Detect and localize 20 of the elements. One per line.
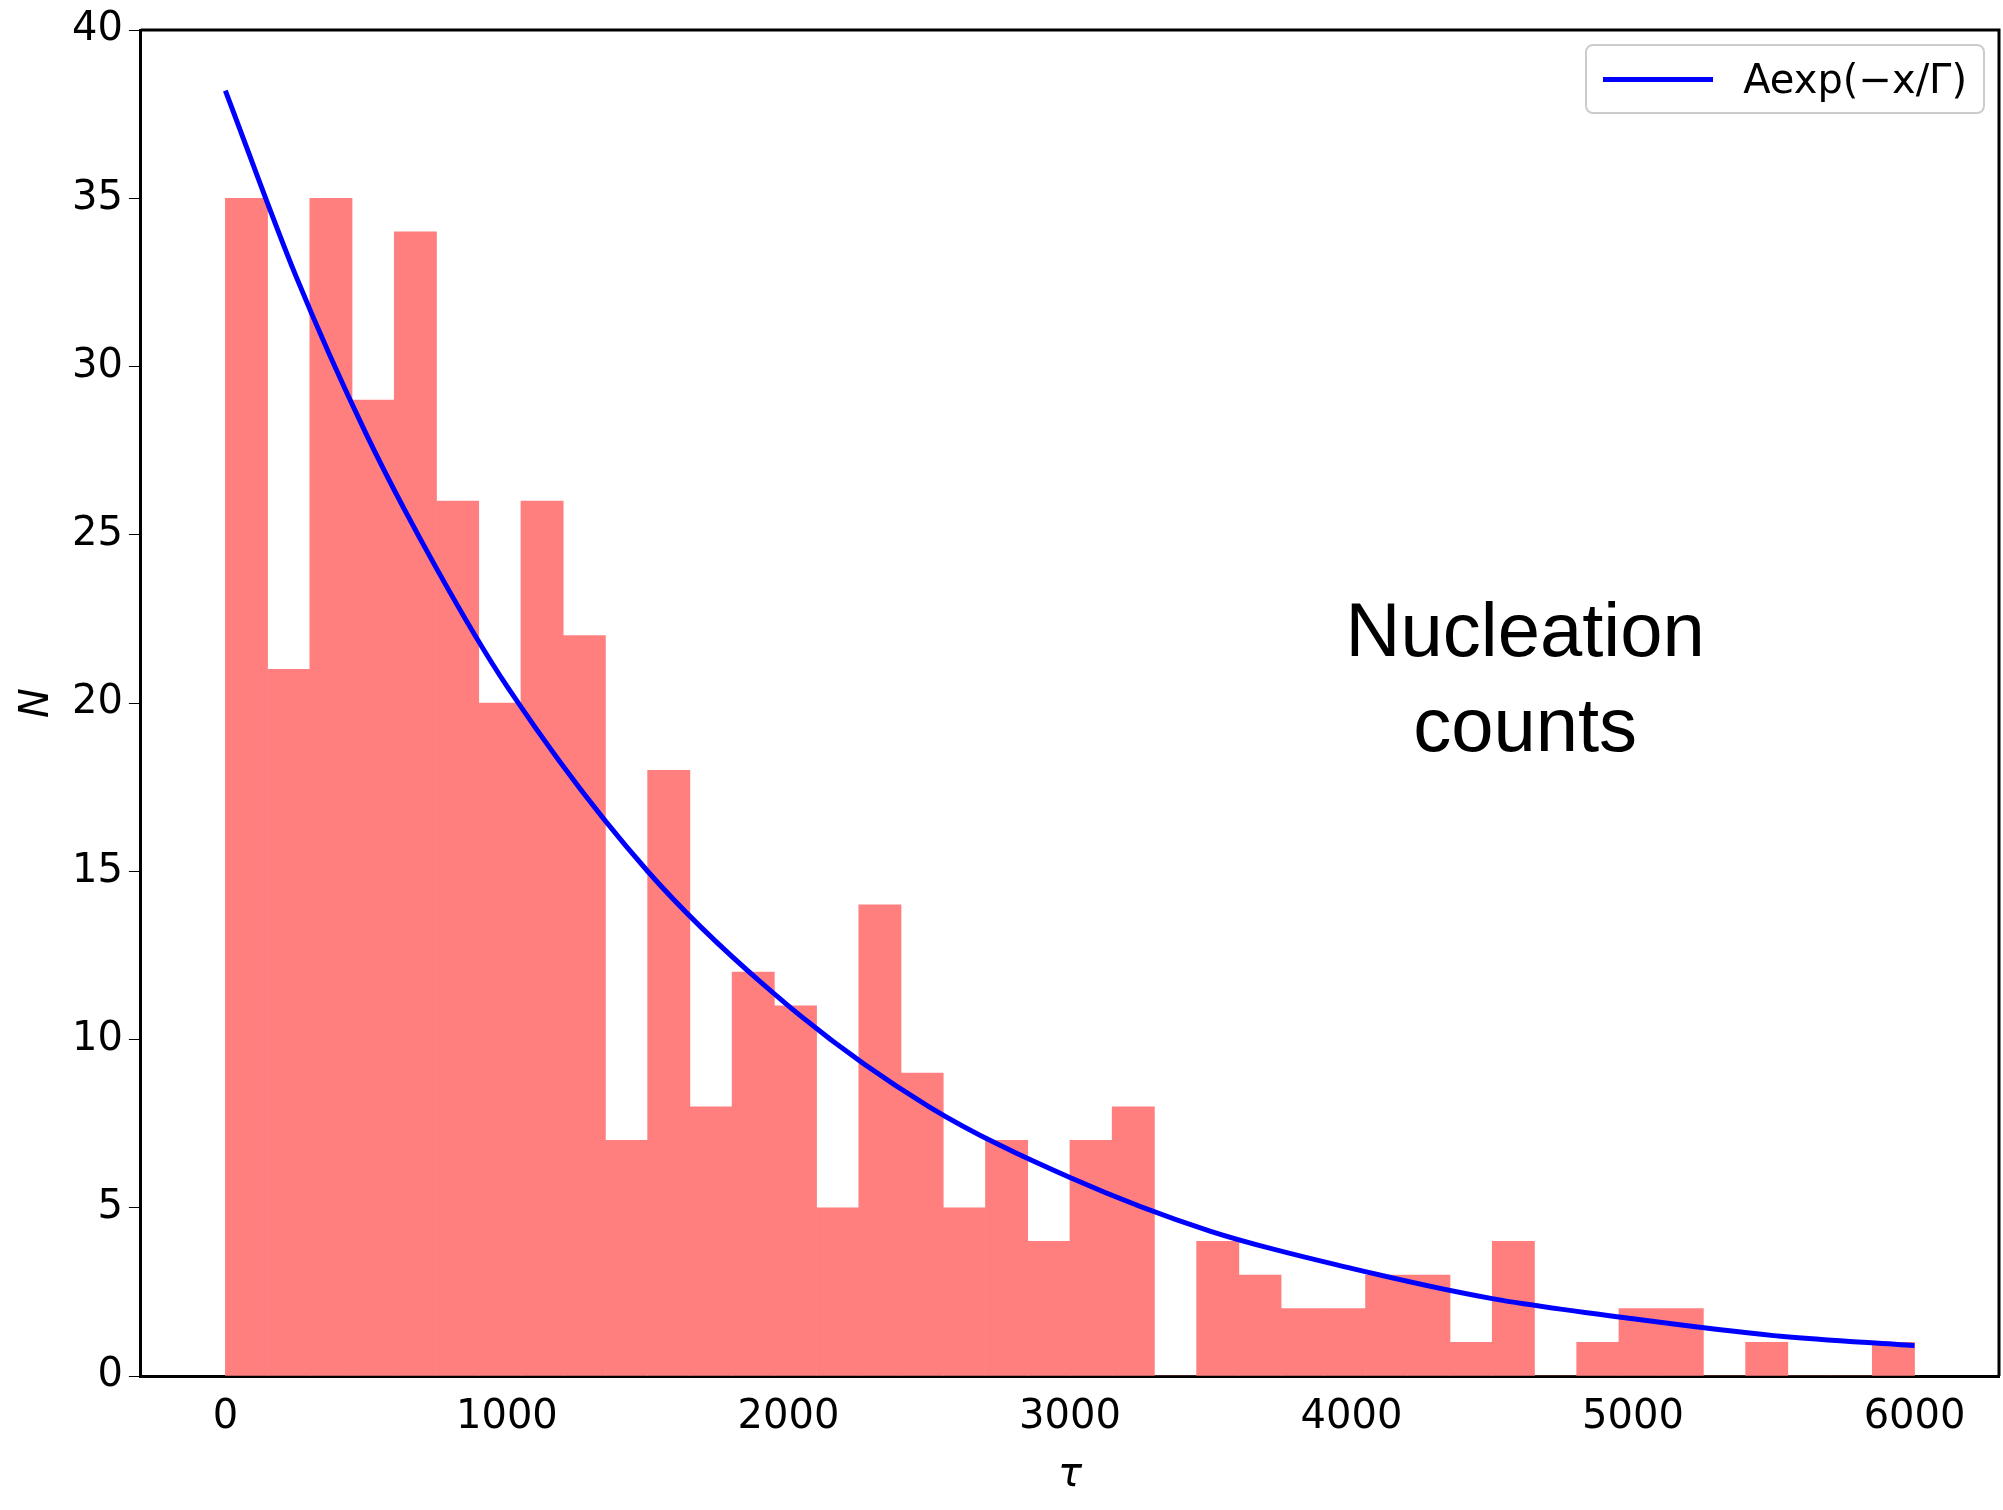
y-tick-label: 25 — [71, 508, 123, 555]
x-tick-label: 0 — [212, 1391, 239, 1438]
y-tick-label: 40 — [71, 3, 123, 50]
y-tick-label: 0 — [97, 1349, 123, 1396]
x-tick-label: 4000 — [1300, 1391, 1403, 1438]
annotation: Nucleation counts — [1344, 585, 1706, 769]
x-tick-label: 6000 — [1863, 1391, 1966, 1438]
y-axis-title: N — [11, 688, 58, 718]
x-tick-label: 1000 — [455, 1391, 558, 1438]
y-tick-label: 10 — [71, 1012, 123, 1059]
y-tick-label: 30 — [71, 339, 123, 386]
x-tick-label: 3000 — [1019, 1391, 1121, 1438]
x-tick-label: 2000 — [737, 1391, 840, 1438]
x-axis-title: τ — [1057, 1449, 1083, 1496]
x-tick-label: 5000 — [1582, 1391, 1684, 1438]
y-tick-label: 20 — [71, 676, 123, 723]
legend-label: Aexp(−x/Γ) — [1743, 56, 1967, 102]
y-tick-label: 5 — [97, 1181, 123, 1228]
y-tick-label: 35 — [71, 171, 123, 218]
y-tick-label: 15 — [71, 844, 123, 891]
